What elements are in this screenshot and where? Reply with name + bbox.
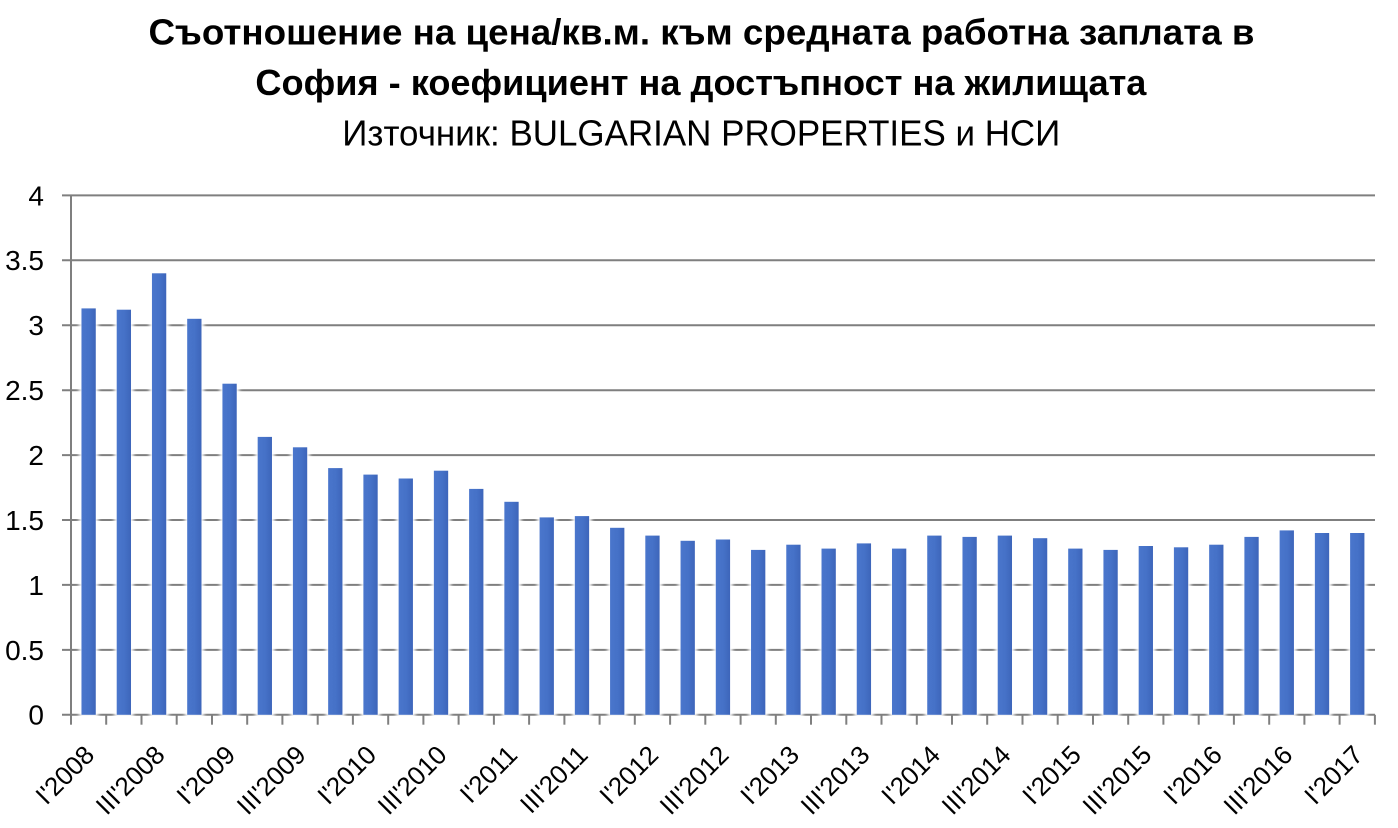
svg-text:2: 2 — [28, 440, 44, 471]
svg-text:0: 0 — [28, 700, 44, 731]
svg-text:София - коефициент на достъпно: София - коефициент на достъпност на жили… — [255, 62, 1147, 103]
svg-text:Съотношение на цена/кв.м. към: Съотношение на цена/кв.м. към средната р… — [149, 11, 1255, 52]
svg-text:1: 1 — [28, 570, 44, 601]
svg-text:4: 4 — [28, 180, 44, 211]
svg-text:0.5: 0.5 — [5, 635, 44, 666]
svg-text:3.5: 3.5 — [5, 245, 44, 276]
svg-text:1.5: 1.5 — [5, 505, 44, 536]
svg-text:2.5: 2.5 — [5, 375, 44, 406]
svg-text:3: 3 — [28, 310, 44, 341]
svg-text:Източник: BULGARIAN PROPERTIES: Източник: BULGARIAN PROPERTIES и НСИ — [342, 113, 1060, 154]
